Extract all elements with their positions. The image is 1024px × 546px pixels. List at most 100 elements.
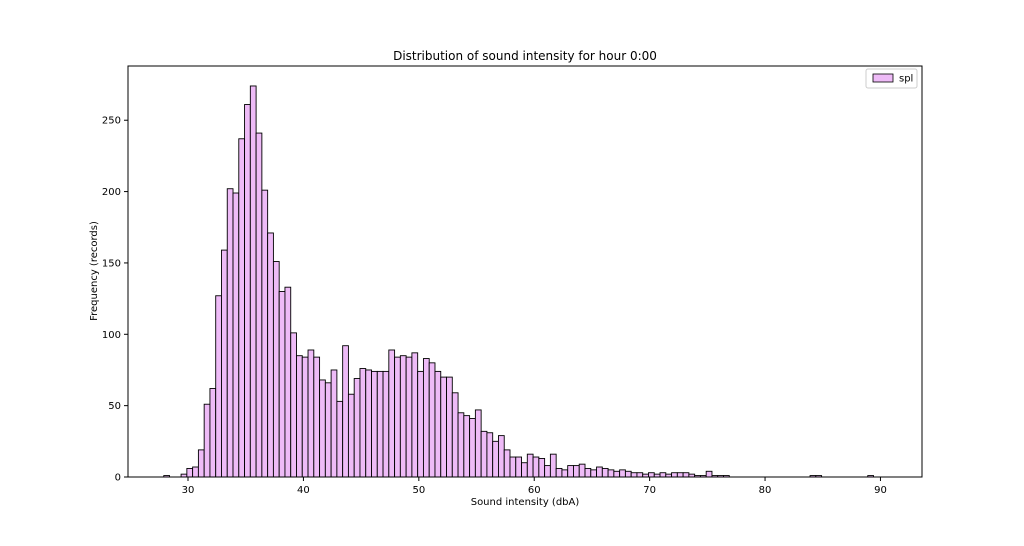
histogram-bar bbox=[215, 295, 222, 478]
y-axis: 0 50 100 150 200 250 bbox=[102, 116, 128, 484]
histogram-bar bbox=[532, 456, 540, 478]
legend-swatch bbox=[872, 73, 894, 83]
histogram-bar bbox=[526, 453, 534, 478]
histogram-bar bbox=[261, 189, 269, 478]
histogram-bar bbox=[596, 466, 603, 478]
x-tick-label: 50 bbox=[412, 485, 425, 496]
histogram-bar bbox=[705, 470, 713, 478]
histogram-bar bbox=[319, 379, 326, 478]
histogram-bar bbox=[382, 370, 390, 478]
histogram-bar bbox=[272, 261, 280, 478]
histogram-bar bbox=[209, 388, 217, 478]
histogram-bar bbox=[290, 332, 297, 478]
histogram-bar bbox=[434, 370, 442, 478]
histogram-bar bbox=[521, 462, 528, 478]
histogram-bar bbox=[671, 472, 678, 478]
histogram-bar bbox=[296, 355, 303, 478]
histogram-bar bbox=[463, 415, 471, 478]
histogram-bar bbox=[267, 232, 274, 478]
histogram-bar bbox=[284, 286, 292, 478]
histogram-bar bbox=[428, 362, 436, 478]
y-tick-label: 50 bbox=[108, 401, 121, 412]
legend: spl bbox=[865, 68, 918, 89]
x-axis-label: Sound intensity (dbA) bbox=[471, 497, 580, 508]
x-tick-label: 70 bbox=[643, 485, 656, 496]
histogram-bar bbox=[417, 370, 424, 478]
histogram-bar bbox=[509, 456, 517, 478]
histogram-bar bbox=[486, 432, 494, 478]
y-tick-label: 150 bbox=[102, 258, 121, 269]
histogram-bar bbox=[480, 430, 488, 478]
chart-title: Distribution of sound intensity for hour… bbox=[393, 49, 657, 63]
histogram-bar bbox=[624, 470, 632, 478]
x-tick-label: 60 bbox=[528, 485, 541, 496]
histogram-bar bbox=[232, 192, 240, 478]
y-tick-label: 0 bbox=[115, 473, 121, 484]
histogram-bar bbox=[347, 393, 355, 478]
histogram-bar bbox=[636, 472, 644, 478]
histogram-bar bbox=[538, 457, 546, 478]
histogram-bar bbox=[226, 188, 234, 478]
histogram-bar bbox=[613, 470, 621, 478]
histogram-bar bbox=[555, 467, 563, 478]
histogram-bar bbox=[578, 463, 586, 478]
histogram-bar bbox=[324, 382, 332, 478]
histogram-bar bbox=[278, 291, 286, 478]
y-axis-label: Frequency (records) bbox=[89, 221, 100, 321]
histogram-bars bbox=[163, 85, 874, 478]
x-axis: 30 40 50 60 70 80 90 bbox=[182, 477, 887, 496]
histogram-bar bbox=[469, 418, 476, 478]
histogram-bar bbox=[544, 465, 551, 478]
x-tick-label: 90 bbox=[874, 485, 887, 496]
histogram-bar bbox=[221, 249, 228, 478]
histogram-bar bbox=[411, 352, 419, 478]
histogram-bar bbox=[197, 449, 205, 478]
histogram-bar bbox=[186, 467, 194, 478]
histogram-bar bbox=[601, 467, 609, 478]
histogram-bar bbox=[342, 345, 349, 478]
histogram-bar bbox=[584, 467, 592, 478]
histogram-bar bbox=[365, 369, 372, 478]
histogram-bar bbox=[682, 472, 690, 478]
histogram-bar bbox=[630, 472, 638, 478]
histogram-bar bbox=[474, 409, 482, 478]
histogram-bar bbox=[192, 466, 199, 478]
legend-label: spl bbox=[899, 74, 913, 85]
histogram-bar bbox=[515, 456, 522, 478]
histogram-bar bbox=[573, 465, 580, 478]
histogram-bar bbox=[313, 356, 321, 478]
histogram-bar bbox=[503, 449, 511, 478]
histogram-bar bbox=[498, 435, 505, 478]
histogram-bar bbox=[607, 469, 615, 478]
histogram-bar bbox=[359, 368, 367, 478]
x-tick-label: 40 bbox=[297, 485, 310, 496]
histogram-bar bbox=[371, 370, 378, 478]
histogram-bar bbox=[353, 378, 361, 478]
histogram-bar bbox=[307, 349, 315, 478]
histogram-bar bbox=[255, 132, 263, 478]
histogram-bar bbox=[446, 376, 453, 478]
histogram-bar bbox=[676, 472, 684, 478]
histogram-bar bbox=[301, 356, 309, 478]
histogram-bar bbox=[451, 392, 459, 478]
histogram-bar bbox=[567, 465, 574, 478]
y-tick-label: 250 bbox=[102, 116, 121, 127]
histogram-bar bbox=[440, 376, 447, 478]
histogram-bar bbox=[619, 469, 626, 478]
histogram-bar bbox=[244, 104, 251, 478]
histogram-bar bbox=[405, 356, 413, 478]
histogram-bar bbox=[203, 403, 211, 478]
y-tick-label: 200 bbox=[102, 187, 121, 198]
histogram-bar bbox=[590, 469, 598, 478]
x-tick-label: 80 bbox=[759, 485, 772, 496]
plot-frame bbox=[127, 65, 923, 478]
histogram-bar bbox=[330, 369, 338, 478]
y-tick-label: 100 bbox=[102, 330, 121, 341]
histogram-bar bbox=[492, 440, 499, 478]
histogram-bar bbox=[249, 85, 257, 478]
histogram-bar bbox=[457, 412, 465, 478]
histogram-bar bbox=[238, 138, 246, 478]
histogram-bar bbox=[388, 349, 396, 478]
histogram-bar bbox=[422, 358, 430, 478]
